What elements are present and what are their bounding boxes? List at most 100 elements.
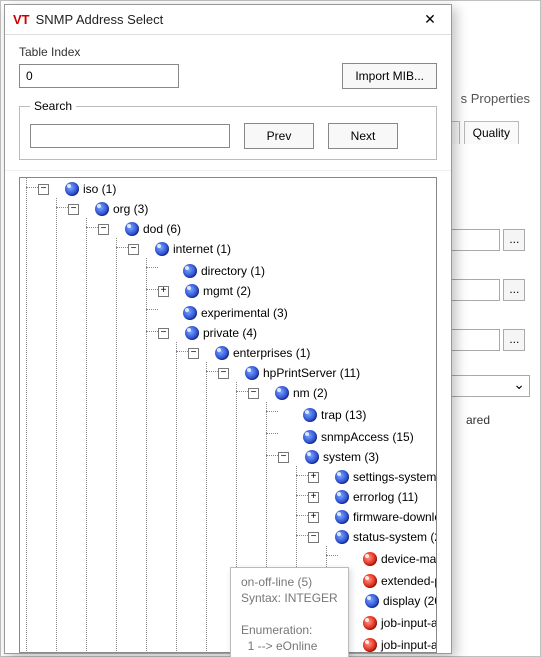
tree-node[interactable]: experimental (3) [156, 300, 436, 322]
tree-node-label: system (3) [323, 448, 379, 466]
branch-node-icon [215, 346, 229, 360]
tree-node-label: hpPrintServer (11) [263, 364, 360, 382]
bg-field-3: ... [450, 329, 530, 351]
branch-node-icon [335, 530, 349, 544]
dialog-title: SNMP Address Select [36, 12, 415, 27]
tree-node-label: job-input-auto-continue-mode (36) [381, 636, 437, 653]
tree-node[interactable]: extended-print-modes-modified (12 [336, 568, 436, 590]
tree-node[interactable]: trap (13) [276, 402, 436, 424]
leaf-node-icon [363, 616, 377, 630]
branch-node-icon [183, 264, 197, 278]
expand-icon[interactable]: + [158, 286, 169, 297]
bg-shared-text: ared [466, 413, 490, 427]
tree-node-label: job-input-auto-continue-timeout (3 [381, 614, 437, 632]
collapse-icon[interactable]: − [218, 368, 229, 379]
branch-node-icon [303, 408, 317, 422]
import-mib-button[interactable]: Import MIB... [342, 63, 437, 89]
bg-tab-quality[interactable]: Quality [464, 121, 519, 144]
collapse-icon[interactable]: − [308, 532, 319, 543]
bg-ellipsis-3[interactable]: ... [503, 329, 525, 351]
tree-node-label: device-mac-address (120) [381, 550, 437, 568]
expand-icon[interactable]: + [308, 472, 319, 483]
search-input[interactable] [30, 124, 230, 148]
tree-node-label: private (4) [203, 324, 257, 342]
tree-node-label: display (20) [383, 592, 437, 610]
tree-node-label: snmpAccess (15) [321, 428, 414, 446]
next-button[interactable]: Next [328, 123, 398, 149]
branch-node-icon [185, 284, 199, 298]
bg-input-2[interactable] [450, 279, 500, 301]
bg-field-1: ... [450, 229, 530, 251]
prev-button[interactable]: Prev [244, 123, 314, 149]
tree-node[interactable]: + mgmt (2) [156, 280, 436, 300]
collapse-icon[interactable]: − [38, 184, 49, 195]
bg-properties-header: s Properties [461, 91, 530, 106]
branch-node-icon [183, 306, 197, 320]
tree-node-label: errorlog (11) [353, 488, 418, 506]
branch-node-icon [335, 470, 349, 484]
tree-node[interactable]: snmpAccess (15) [276, 424, 436, 446]
collapse-icon[interactable]: − [98, 224, 109, 235]
branch-node-icon [335, 510, 349, 524]
tree-node-label: iso (1) [83, 180, 116, 198]
snmp-address-select-dialog: VT SNMP Address Select ✕ Table Index Imp… [4, 4, 452, 654]
bg-input-3[interactable] [450, 329, 500, 351]
branch-node-icon [335, 490, 349, 504]
titlebar: VT SNMP Address Select ✕ [5, 5, 451, 35]
tree-node[interactable]: device-mac-address (120) [336, 546, 436, 568]
tree-node-label: mgmt (2) [203, 282, 251, 300]
branch-node-icon [155, 242, 169, 256]
branch-node-icon [275, 386, 289, 400]
branch-node-icon [303, 430, 317, 444]
table-index-input[interactable] [19, 64, 179, 88]
tree-node-label: org (3) [113, 200, 148, 218]
branch-node-icon [95, 202, 109, 216]
branch-node-icon [185, 326, 199, 340]
top-row: Table Index Import MIB... [5, 35, 451, 89]
tree-node-label: experimental (3) [201, 304, 288, 322]
tree-node-label: firmware-download (18) [353, 508, 437, 526]
bg-ellipsis-1[interactable]: ... [503, 229, 525, 251]
mib-tree[interactable]: −iso (1)−org (3)−dod (6)−internet (1)dir… [19, 177, 437, 653]
branch-node-icon [245, 366, 259, 380]
tree-container: −iso (1)−org (3)−dod (6)−internet (1)dir… [5, 170, 451, 653]
collapse-icon[interactable]: − [158, 328, 169, 339]
tree-node-label: settings-system (1) [353, 468, 437, 486]
tree-node[interactable]: job-input-auto-continue-mode (36) [336, 632, 436, 653]
leaf-node-icon [363, 638, 377, 652]
table-index-label: Table Index [19, 45, 437, 59]
leaf-node-icon [363, 574, 377, 588]
expand-icon[interactable]: + [308, 512, 319, 523]
bg-ellipsis-2[interactable]: ... [503, 279, 525, 301]
search-legend: Search [30, 99, 76, 113]
tree-node-label: status-system (2) [353, 528, 437, 546]
branch-node-icon [305, 450, 319, 464]
tree-node[interactable]: directory (1) [156, 258, 436, 280]
bg-field-2: ... [450, 279, 530, 301]
tree-node[interactable]: +display (20) [336, 590, 436, 610]
close-icon[interactable]: ✕ [415, 8, 445, 32]
tree-node-label: enterprises (1) [233, 344, 310, 362]
collapse-icon[interactable]: − [128, 244, 139, 255]
tree-node[interactable]: + settings-system (1) [306, 466, 436, 486]
search-group: Search Prev Next [19, 99, 437, 160]
tree-node-label: extended-print-modes-modified (12 [381, 572, 437, 590]
collapse-icon[interactable]: − [278, 452, 289, 463]
tree-node-label: trap (13) [321, 406, 366, 424]
expand-icon[interactable]: + [308, 492, 319, 503]
app-logo: VT [13, 12, 30, 27]
branch-node-icon [125, 222, 139, 236]
tree-node[interactable]: + errorlog (11) [306, 486, 436, 506]
tree-tooltip: on-off-line (5) Syntax: INTEGER Enumerat… [230, 567, 349, 657]
tree-node[interactable]: + firmware-download (18) [306, 506, 436, 526]
collapse-icon[interactable]: − [188, 348, 199, 359]
tree-node-label: nm (2) [293, 384, 328, 402]
bg-input-1[interactable] [450, 229, 500, 251]
branch-node-icon [65, 182, 79, 196]
tree-node-label: internet (1) [173, 240, 231, 258]
collapse-icon[interactable]: − [68, 204, 79, 215]
collapse-icon[interactable]: − [248, 388, 259, 399]
branch-node-icon [365, 594, 379, 608]
tree-node[interactable]: job-input-auto-continue-timeout (3 [336, 610, 436, 632]
bg-combo[interactable] [450, 375, 530, 397]
